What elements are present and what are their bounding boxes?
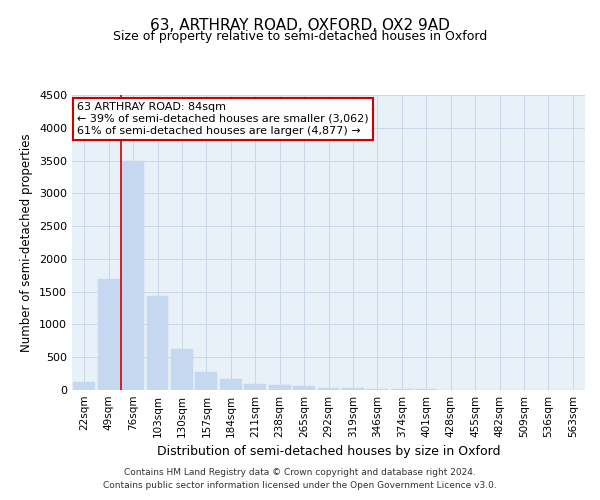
Text: Contains public sector information licensed under the Open Government Licence v3: Contains public sector information licen…	[103, 482, 497, 490]
Bar	[293, 386, 315, 390]
Bar	[98, 278, 119, 390]
Bar	[171, 350, 193, 390]
Bar	[317, 388, 340, 390]
Bar	[244, 384, 266, 390]
Bar	[73, 382, 95, 390]
Text: Contains HM Land Registry data © Crown copyright and database right 2024.: Contains HM Land Registry data © Crown c…	[124, 468, 476, 477]
Bar	[367, 389, 388, 390]
Bar	[122, 160, 144, 390]
Text: 63 ARTHRAY ROAD: 84sqm
← 39% of semi-detached houses are smaller (3,062)
61% of : 63 ARTHRAY ROAD: 84sqm ← 39% of semi-det…	[77, 102, 369, 136]
X-axis label: Distribution of semi-detached houses by size in Oxford: Distribution of semi-detached houses by …	[157, 446, 500, 458]
Bar	[220, 379, 242, 390]
Bar	[196, 372, 217, 390]
Text: Size of property relative to semi-detached houses in Oxford: Size of property relative to semi-detach…	[113, 30, 487, 43]
Bar	[146, 296, 169, 390]
Bar	[269, 385, 290, 390]
Text: 63, ARTHRAY ROAD, OXFORD, OX2 9AD: 63, ARTHRAY ROAD, OXFORD, OX2 9AD	[150, 18, 450, 32]
Bar	[391, 389, 413, 390]
Y-axis label: Number of semi-detached properties: Number of semi-detached properties	[20, 133, 34, 352]
Bar	[342, 388, 364, 390]
